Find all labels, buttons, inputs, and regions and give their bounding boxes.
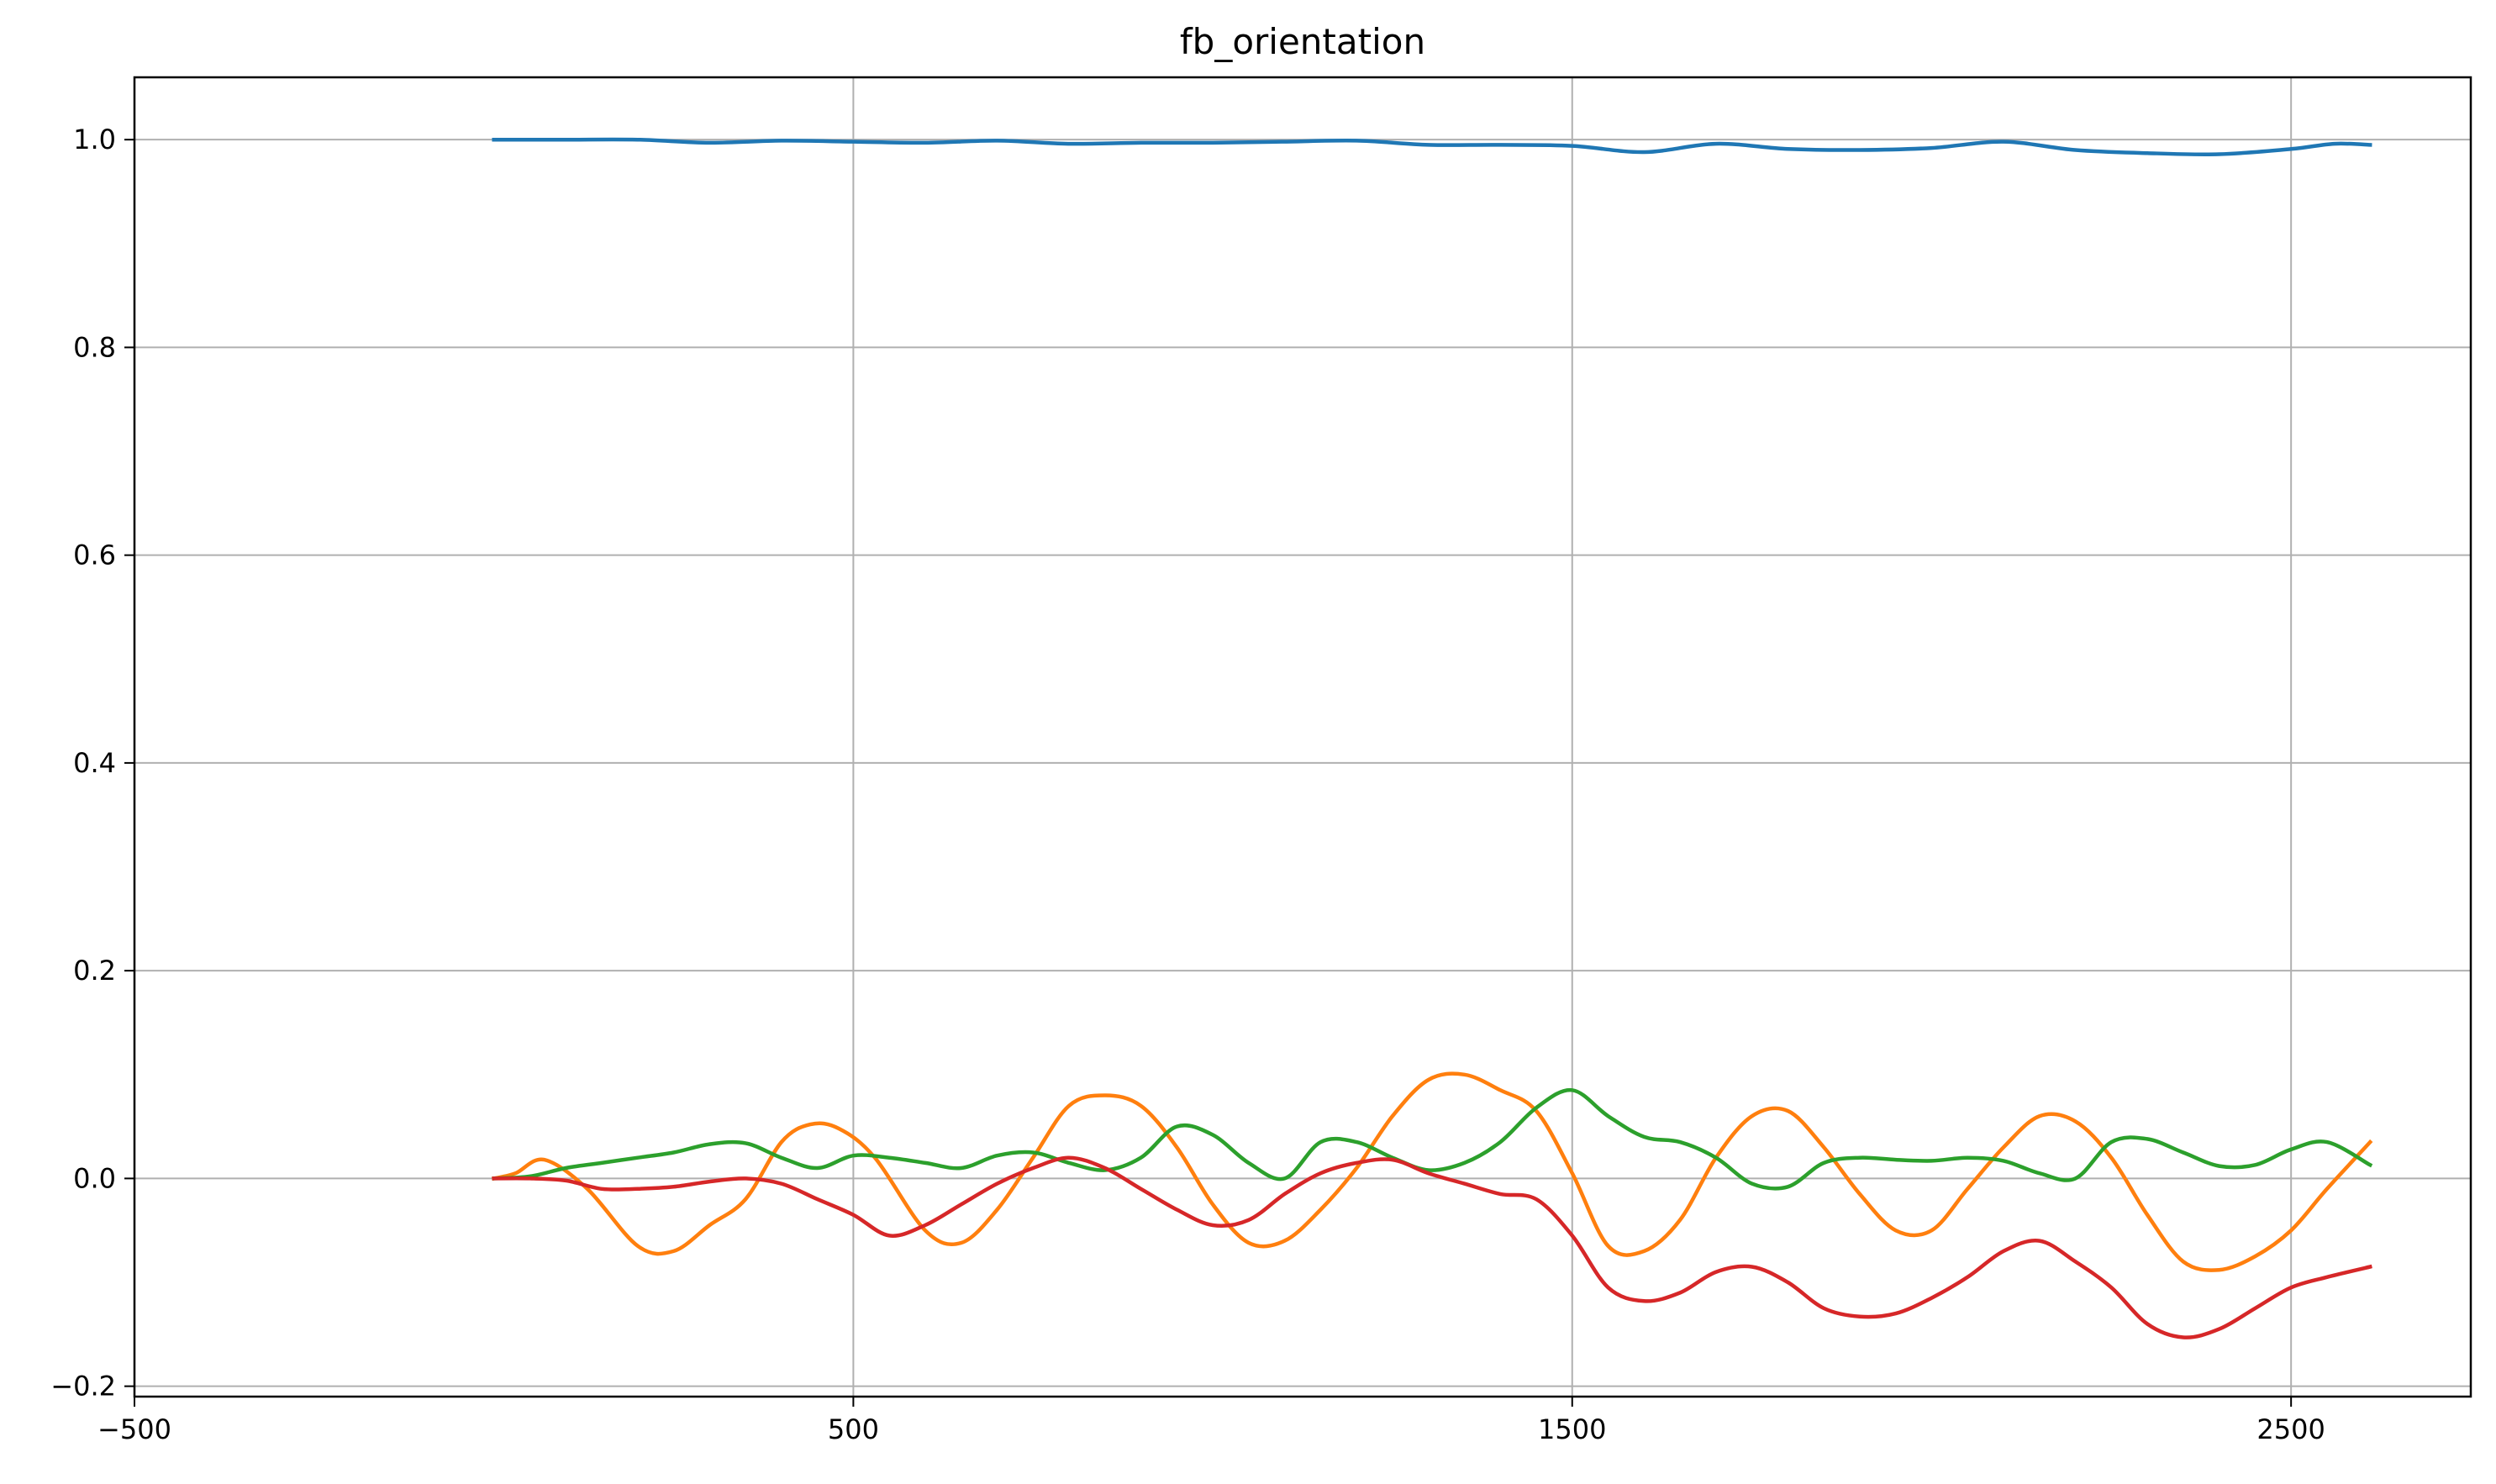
y-tick-label: 0.2 (73, 955, 116, 987)
x-tick-label: −500 (97, 1413, 171, 1445)
y-tick-label: 0.6 (73, 539, 116, 571)
series-group (491, 137, 2373, 1339)
series-line-4 (492, 1155, 2372, 1339)
y-tick-label: −0.2 (50, 1371, 116, 1402)
y-tick-label: 0.8 (73, 331, 116, 363)
plot-frame (133, 76, 2472, 1398)
y-tick-label: 1.0 (73, 124, 116, 155)
series-line-2 (491, 1071, 2373, 1272)
y-tick-label: 0.0 (73, 1162, 116, 1194)
chart-title: fb_orientation (1180, 21, 1425, 62)
x-tick-label: 500 (828, 1413, 879, 1445)
series-line-3 (492, 1088, 2373, 1191)
x-tick-label: 2500 (2256, 1413, 2325, 1445)
x-tick-label: 1500 (1538, 1413, 1606, 1445)
series-line-1 (492, 137, 2372, 157)
ticks: −500 500 1500 2500 −0.2 0.0 0.2 0.4 0.6 0.8 1.0 (50, 124, 2325, 1445)
y-tick-label: 0.4 (73, 747, 116, 779)
